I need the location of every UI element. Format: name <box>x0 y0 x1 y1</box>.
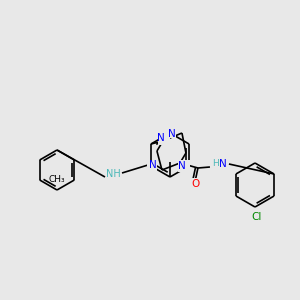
Text: N: N <box>157 133 165 143</box>
Text: Cl: Cl <box>252 212 262 222</box>
Text: N: N <box>178 161 186 171</box>
FancyBboxPatch shape <box>147 161 157 171</box>
FancyBboxPatch shape <box>158 133 170 145</box>
Text: N: N <box>219 159 227 169</box>
Text: O: O <box>192 179 200 189</box>
Text: N: N <box>149 160 157 170</box>
FancyBboxPatch shape <box>190 178 202 188</box>
FancyBboxPatch shape <box>178 160 190 172</box>
Text: H: H <box>213 158 219 167</box>
Text: N: N <box>168 129 176 139</box>
Text: NH: NH <box>106 169 120 179</box>
FancyBboxPatch shape <box>166 128 176 138</box>
Text: CH₃: CH₃ <box>49 176 65 184</box>
